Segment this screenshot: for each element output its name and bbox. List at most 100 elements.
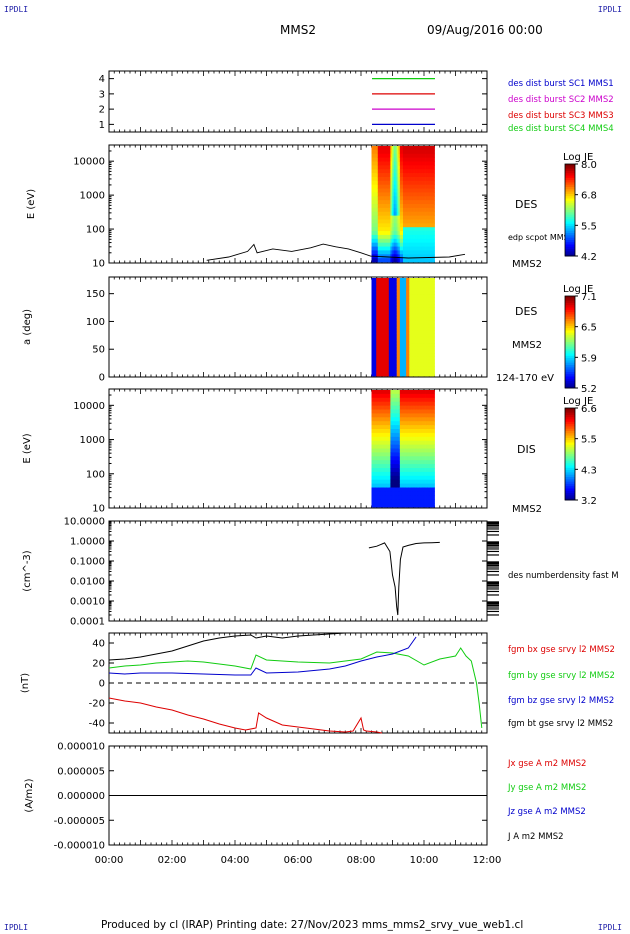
des-pitch-pixel [387,336,390,341]
des-energy-pixel [432,188,435,193]
des-pitch-pixel [406,349,409,354]
des-pitch-pixel [385,310,388,315]
des-energy-pixel [371,250,374,255]
dis-energy-pixel [429,393,432,399]
dis-energy-pixel [414,448,416,453]
des-pitch-pixel [385,356,388,361]
dis-energy-pixel [410,456,413,461]
dis-energy-colorbar-cell [565,474,575,478]
des-pitch-pixel [373,343,376,347]
des-energy-colorbar-cell [565,251,575,255]
des-energy-pixel [377,184,380,189]
des-pitch-pixel [373,356,376,361]
dis-energy-pixel [382,471,385,477]
des-pitch-pixel [387,278,390,282]
dis-energy-pixel [409,491,412,496]
des-pitch-pixel [404,362,407,367]
des-pitch-pixel [414,336,416,341]
des-pitch-pixel [432,304,435,308]
des-pitch-pixel [420,317,423,321]
des-pitch-pixel [373,294,376,298]
des-energy-pixel [426,173,429,178]
des-energy-pixel [432,173,435,178]
dis-energy-pixel [371,444,374,449]
des-energy-pixel [399,169,402,174]
dis-energy-pixel [426,452,429,457]
dis-energy-pixel [423,456,426,461]
dis-energy-pixel [373,460,376,465]
dis-energy-pixel [390,475,393,481]
des-energy-pixel [376,200,379,205]
des-energy-pixel [393,157,396,162]
dis-energy-pixel [409,503,412,508]
des-energy-pixel [412,223,415,228]
des-energy-pixel [415,169,418,174]
dis-energy-pixel [423,475,426,481]
dis-energy-pixel [412,475,415,481]
des-pitch-pixel [371,359,374,364]
dis-energy-pixel [404,460,407,465]
dis-energy-pixel [373,429,376,434]
des-energy-pixel [396,192,399,197]
des-energy-pixel [382,165,385,170]
dis-energy-pixel [425,421,428,426]
dis-energy-pixel [382,425,385,430]
des-pitch-colorbar-cell [565,323,575,327]
des-pitch-pixel [395,297,398,302]
des-pitch-pixel [406,313,409,318]
des-pitch-pixel [396,287,399,292]
dis-energy-pixel [395,483,398,488]
des-pitch-pixel [390,300,393,305]
des-pitch-colorbar-tick-label: 6.5 [581,323,597,334]
des-energy-pixel [417,169,420,174]
des-energy-pixel [396,153,399,158]
des-energy-pixel [382,161,385,166]
dis-energy-colorbar-cell [565,472,575,476]
dis-energy-pixel [426,425,429,430]
des-pitch-pixel [426,307,429,312]
des-pitch-pixel [428,313,431,318]
des-energy-pixel [432,180,435,186]
des-energy-pixel [404,146,407,151]
des-pitch-pixel [403,278,405,282]
dis-energy-pixel [401,471,404,477]
des-pitch-pixel [425,291,428,295]
des-pitch-pixel [407,372,410,377]
des-energy-pixel [393,227,396,232]
des-energy-pixel [415,188,418,193]
des-energy-pixel [421,149,424,155]
des-energy-pixel [396,215,399,220]
des-energy-pixel [391,254,394,259]
des-energy-pixel [429,242,432,247]
des-pitch-pixel [431,278,434,282]
dis-energy-pixel [371,405,374,410]
des-pitch-pixel [432,343,435,347]
des-energy-pixel [425,254,428,259]
des-energy-pixel [371,211,374,216]
des-pitch-pixel [412,300,415,305]
dis-energy-pixel [412,491,415,496]
des-energy-pixel [380,153,383,158]
des-energy-pixel [426,176,429,182]
des-energy-pixel [385,149,388,155]
dis-energy-pixel [426,405,429,410]
des-pitch-pixel [410,340,413,344]
des-pitch-pixel [431,353,434,357]
des-pitch-pixel [376,369,379,374]
des-pitch-pixel [398,320,401,325]
des-energy-colorbar-cell [565,237,575,241]
des-energy-pixel [384,211,387,216]
dis-energy-pixel [420,448,423,453]
des-energy-pixel [401,149,404,155]
des-pitch-pixel [391,362,394,367]
dis-energy-pixel [391,397,394,403]
dis-energy-pixel [407,397,410,403]
des-energy-pixel [432,215,435,220]
dis-energy-pixel [421,425,424,430]
des-pitch-pixel [371,356,374,361]
des-energy-pixel [412,242,415,247]
des-pitch-pixel [429,336,432,341]
des-pitch-pixel [406,300,409,305]
dis-energy-pixel [401,464,404,469]
des-energy-pixel [376,188,379,193]
